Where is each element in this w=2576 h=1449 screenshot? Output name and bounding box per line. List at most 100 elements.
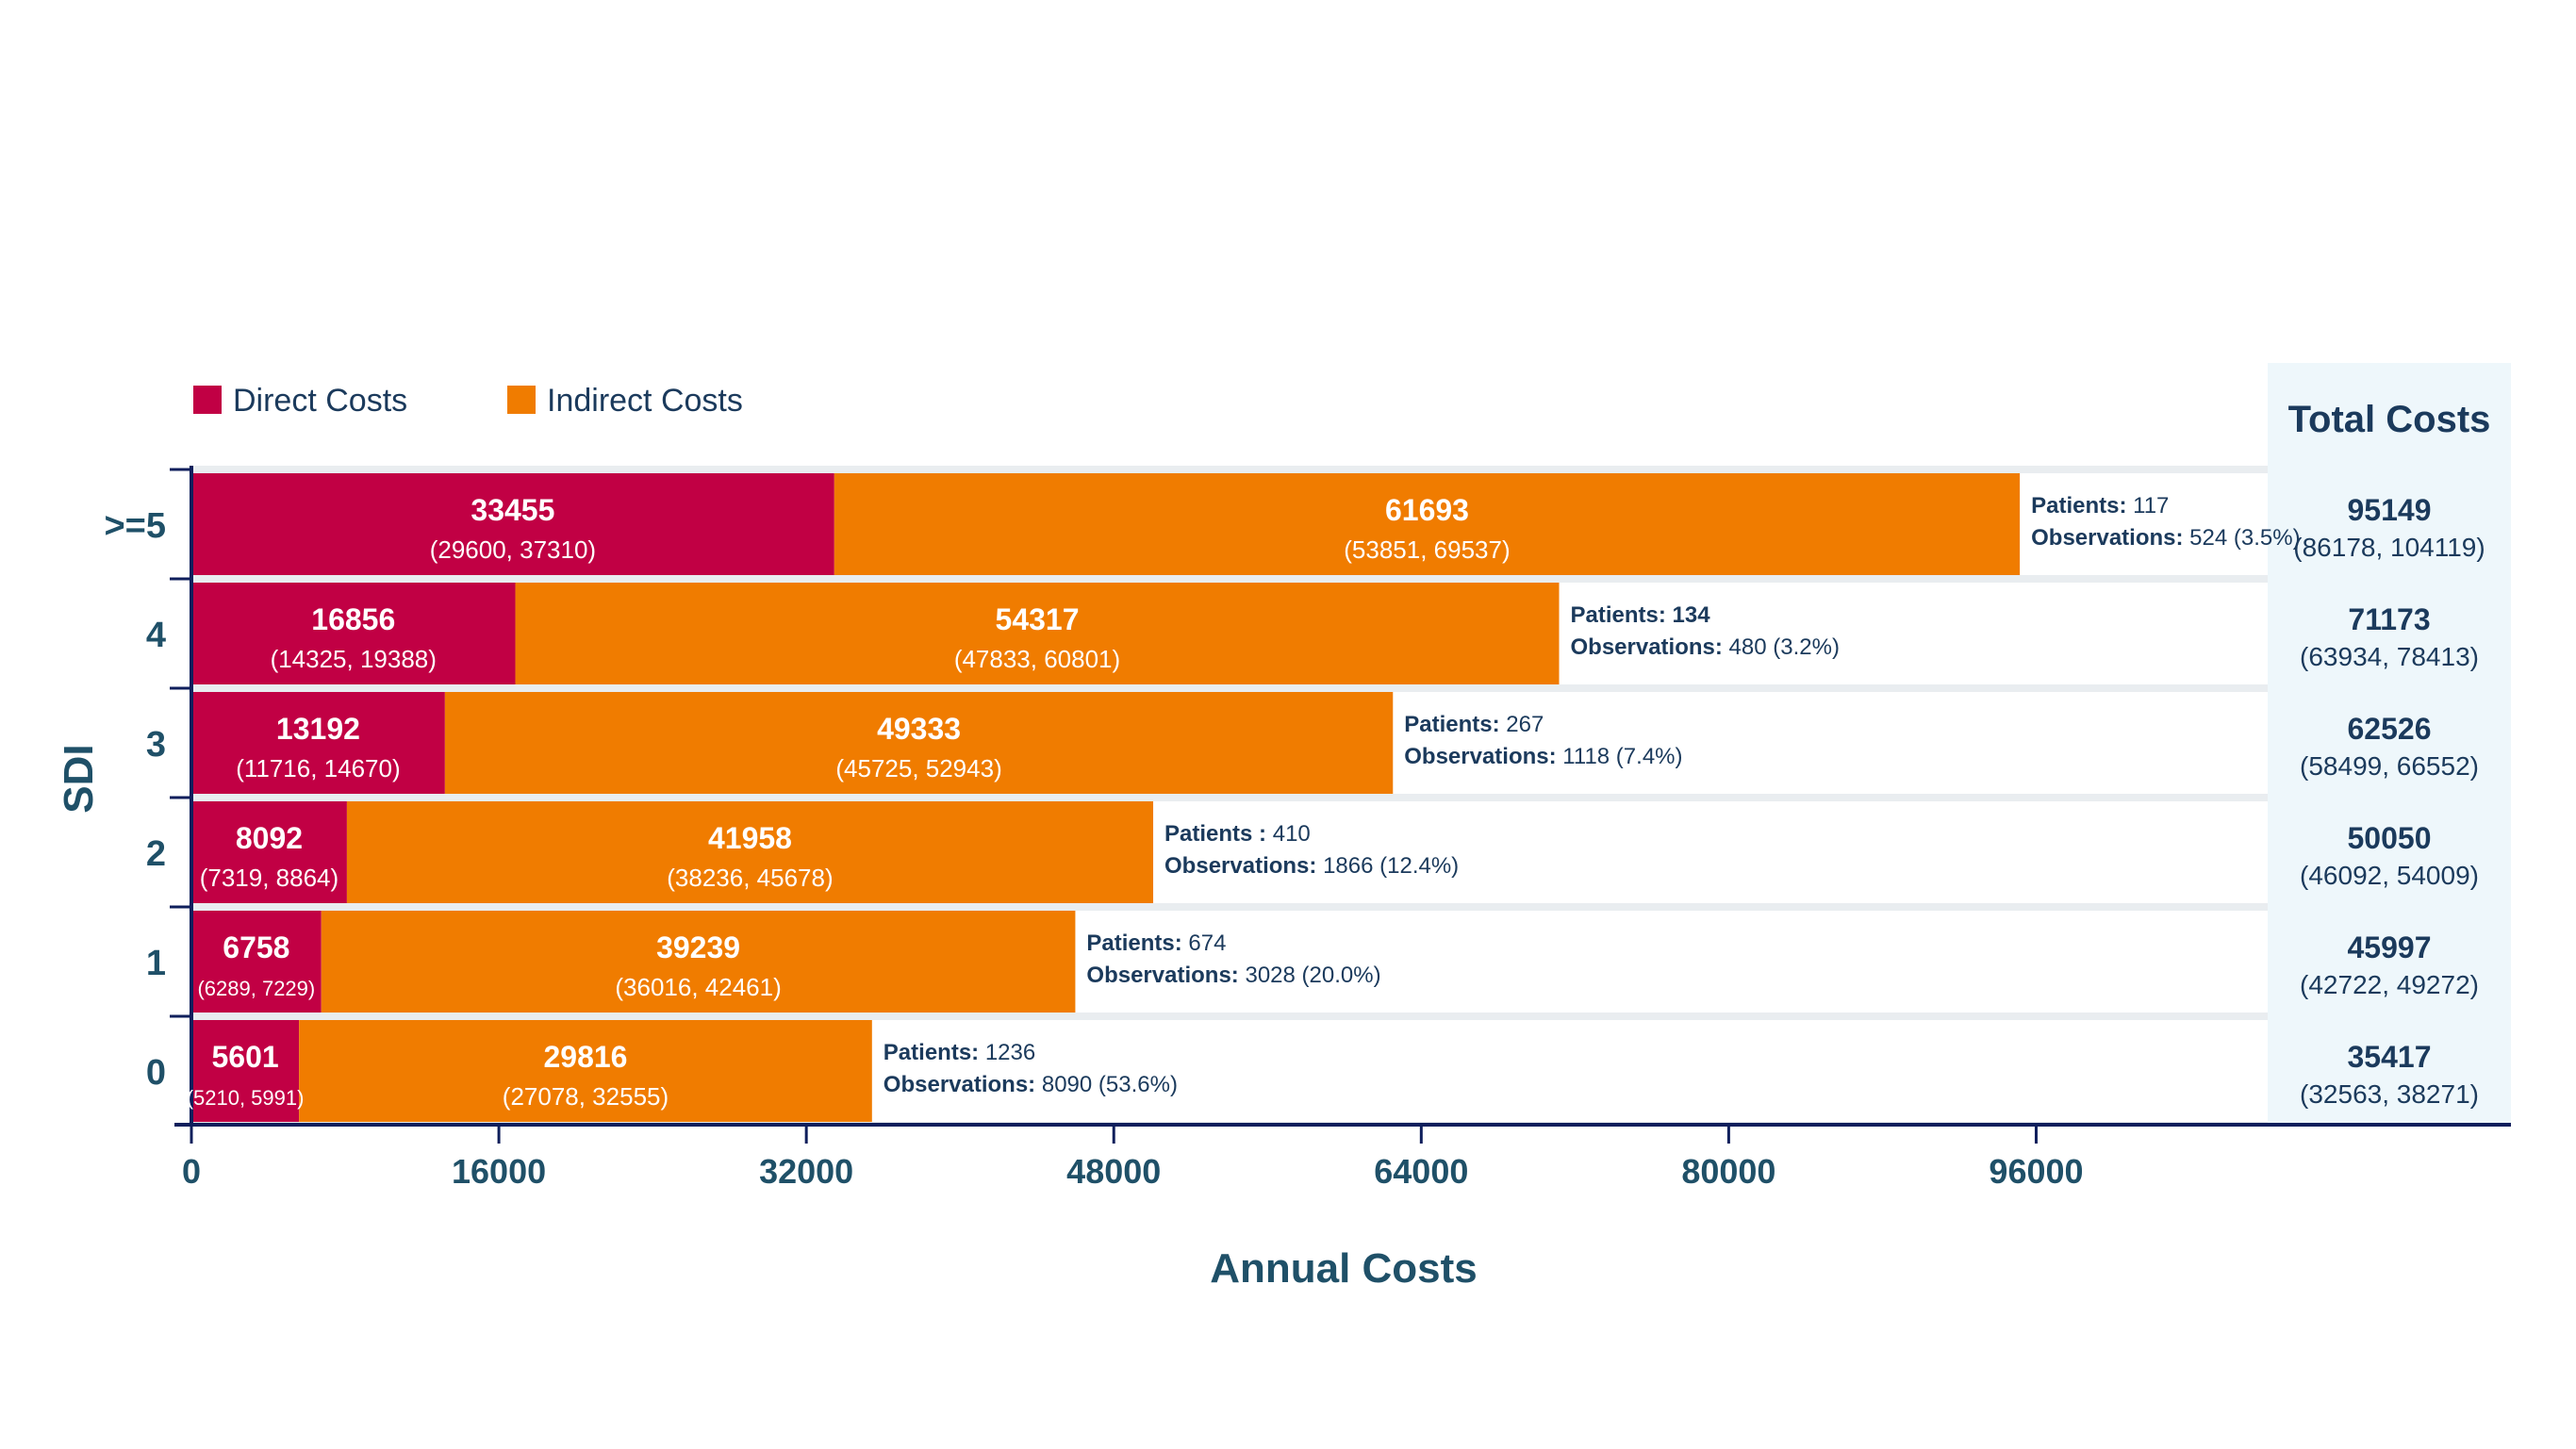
indirect-value-label: 39239 [656, 930, 740, 964]
direct-ci-label: (11716, 14670) [236, 754, 400, 782]
direct-value-label: 13192 [276, 712, 360, 746]
patients-label: Patients: [883, 1040, 979, 1065]
observations-label: Observations: [1404, 744, 1556, 769]
legend-swatch-direct [193, 386, 222, 414]
bar-indirect [346, 801, 1154, 903]
direct-ci-label: (5210, 5991) [187, 1086, 305, 1110]
y-tick-label: 3 [146, 725, 166, 765]
y-tick-label: 0 [146, 1053, 166, 1093]
observations-annotation: Observations: 524 (3.5%) [2031, 525, 2300, 551]
observations-annotation: Observations: 3028 (20.0%) [1086, 963, 1380, 988]
patients-annotation: Patients: 117 [2031, 493, 2169, 519]
bars [191, 473, 2021, 1122]
patients-label: Patients: [1404, 712, 1499, 737]
total-ci-label: (58499, 66552) [2300, 751, 2479, 781]
y-axis-title: SDI [56, 744, 102, 813]
observations-label: Observations: [1571, 634, 1723, 660]
x-tick-label: 32000 [759, 1152, 853, 1191]
total-value-label: 45997 [2348, 930, 2432, 964]
observations-label: Observations: [2031, 525, 2183, 551]
y-tick-label: 2 [146, 834, 166, 874]
patients-label: Patients : [1164, 821, 1266, 847]
bar-direct [191, 692, 445, 794]
observations-label: Observations: [1086, 963, 1238, 988]
x-tick-label: 96000 [1989, 1152, 2083, 1191]
direct-value-label: 5601 [211, 1040, 278, 1074]
legend: Direct Costs Indirect Costs [193, 383, 743, 419]
total-value-label: 35417 [2348, 1040, 2432, 1074]
patients-value: 117 [2126, 493, 2169, 519]
observations-annotation: Observations: 480 (3.2%) [1571, 634, 1840, 660]
observations-annotation: Observations: 8090 (53.6%) [883, 1072, 1178, 1097]
observations-value: 1866 (12.4%) [1316, 853, 1459, 879]
bar-direct [191, 473, 834, 575]
y-tick-label: 4 [146, 616, 166, 655]
total-value-label: 71173 [2348, 602, 2430, 636]
direct-value-label: 16856 [311, 602, 395, 636]
x-tick-label: 16000 [452, 1152, 546, 1191]
total-costs-panel [2268, 363, 2511, 1125]
direct-value-label: 8092 [236, 821, 303, 855]
direct-ci-label: (29600, 37310) [430, 535, 596, 564]
y-tick-label: >=5 [104, 506, 166, 546]
observations-annotation: Observations: 1866 (12.4%) [1164, 853, 1459, 879]
bar-direct [191, 911, 322, 1013]
patients-label: Patients: [2031, 493, 2126, 519]
x-tick-label: 64000 [1374, 1152, 1468, 1191]
legend-swatch-indirect [507, 386, 536, 414]
legend-label-indirect: Indirect Costs [547, 383, 743, 419]
observations-value: 1118 (7.4%) [1557, 744, 1683, 769]
x-tick-label: 0 [182, 1152, 201, 1191]
indirect-value-label: 61693 [1385, 493, 1469, 527]
patients-label: Patients: [1571, 602, 1666, 628]
indirect-ci-label: (45725, 52943) [835, 754, 1001, 782]
patients-annotation: Patients: 674 [1086, 930, 1226, 956]
observations-value: 480 (3.2%) [1723, 634, 1840, 660]
indirect-value-label: 41958 [708, 821, 792, 855]
indirect-value-label: 29816 [543, 1040, 627, 1074]
direct-value-label: 33455 [471, 493, 554, 527]
total-ci-label: (86178, 104119) [2293, 533, 2485, 562]
bar-indirect [444, 692, 1394, 794]
x-axis-title: Annual Costs [1210, 1245, 1478, 1292]
bar-indirect [515, 583, 1560, 684]
indirect-value-label: 49333 [877, 712, 961, 746]
indirect-ci-label: (38236, 45678) [667, 864, 833, 892]
y-tick-label: 1 [146, 944, 166, 983]
indirect-value-label: 54317 [996, 602, 1080, 636]
x-tick-label: 48000 [1066, 1152, 1161, 1191]
bar-indirect [834, 473, 2021, 575]
total-ci-label: (42722, 49272) [2300, 970, 2479, 999]
total-ci-label: (32563, 38271) [2300, 1079, 2479, 1109]
x-tick-label: 80000 [1681, 1152, 1775, 1191]
indirect-ci-label: (36016, 42461) [615, 973, 781, 1001]
direct-ci-label: (7319, 8864) [200, 864, 339, 892]
total-costs-header: Total Costs [2288, 399, 2491, 440]
observations-label: Observations: [883, 1072, 1035, 1097]
plot-row-gaps [189, 466, 2268, 1126]
bar-indirect [321, 911, 1076, 1013]
direct-ci-label: (14325, 19388) [271, 645, 437, 673]
patients-annotation: Patients : 410 [1164, 821, 1311, 847]
patients-annotation: Patients: 1236 [883, 1040, 1035, 1065]
patients-annotation: Patients: 134 [1571, 602, 1711, 628]
total-ci-label: (46092, 54009) [2300, 861, 2479, 890]
total-value-label: 50050 [2348, 821, 2432, 855]
patients-value: 1236 [979, 1040, 1035, 1065]
total-ci-label: (63934, 78413) [2300, 642, 2479, 671]
patients-value: 674 [1182, 930, 1227, 956]
patients-annotation: Patients: 267 [1404, 712, 1544, 737]
direct-value-label: 6758 [223, 930, 289, 964]
observations-annotation: Observations: 1118 (7.4%) [1404, 744, 1682, 769]
indirect-ci-label: (47833, 60801) [954, 645, 1120, 673]
bar-direct [191, 801, 347, 903]
bar-indirect [299, 1020, 872, 1122]
patients-label: Patients: [1086, 930, 1181, 956]
observations-label: Observations: [1164, 853, 1316, 879]
bar-direct [191, 583, 516, 684]
indirect-ci-label: (53851, 69537) [1344, 535, 1510, 564]
patients-value: 410 [1266, 821, 1311, 847]
observations-value: 3028 (20.0%) [1239, 963, 1381, 988]
labels: 33455 (29600, 37310) 61693 (53851, 69537) Pa… [104, 493, 2485, 1191]
